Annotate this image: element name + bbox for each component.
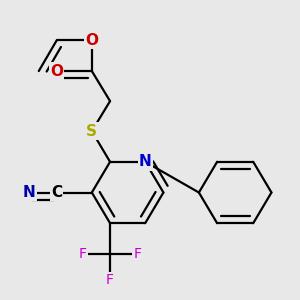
Text: O: O bbox=[50, 64, 63, 79]
Text: O: O bbox=[85, 33, 98, 48]
Text: F: F bbox=[133, 247, 141, 261]
Text: F: F bbox=[79, 247, 87, 261]
Text: N: N bbox=[23, 185, 36, 200]
Text: C: C bbox=[51, 185, 62, 200]
Text: N: N bbox=[139, 154, 152, 169]
Text: F: F bbox=[106, 273, 114, 287]
Text: S: S bbox=[86, 124, 97, 139]
